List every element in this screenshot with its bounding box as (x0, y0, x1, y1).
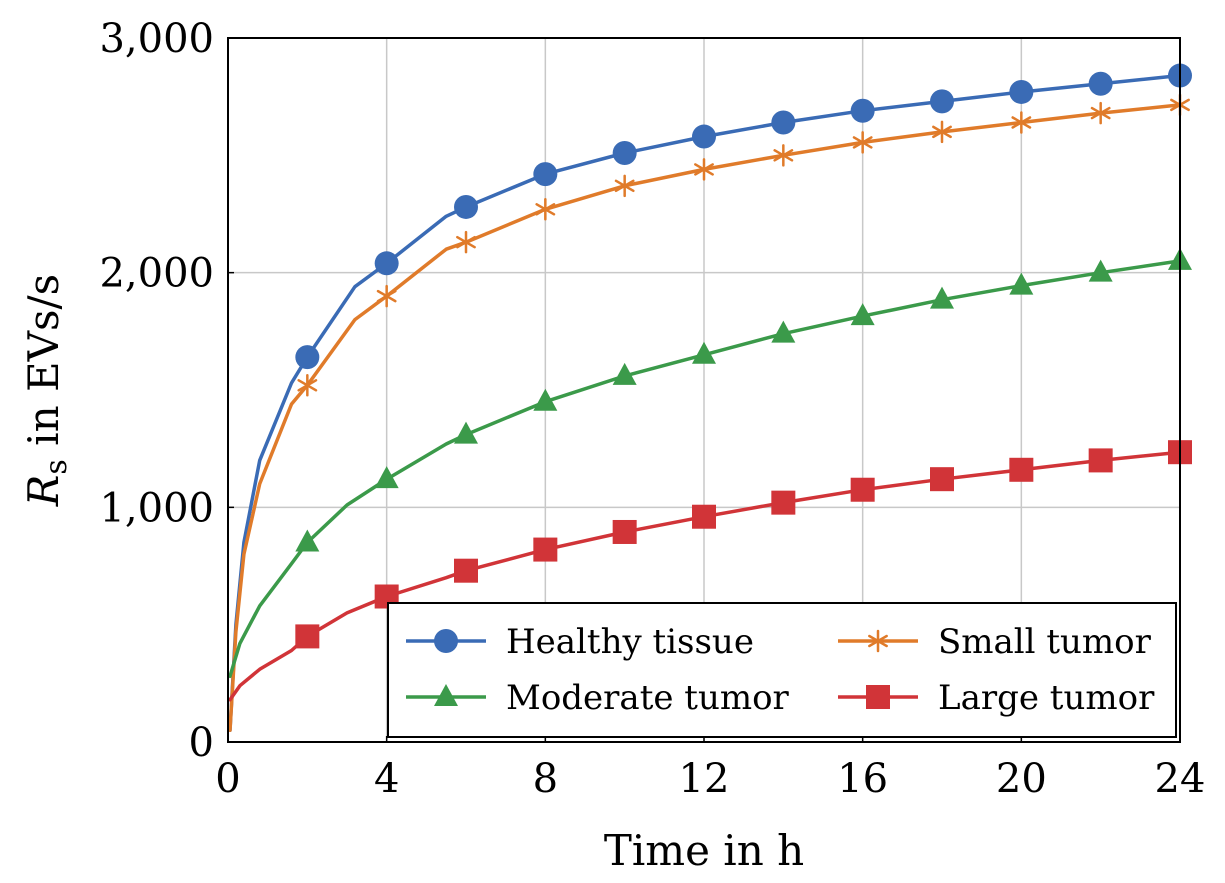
series-line (228, 259, 1182, 679)
legend-item: Moderate tumor (406, 678, 790, 718)
data-point (771, 490, 796, 515)
y-tick-label: 0 (189, 720, 214, 766)
data-point (852, 131, 873, 154)
data-point (850, 303, 875, 326)
y-axis-title-symbol: R (19, 475, 68, 508)
legend-box (387, 602, 1177, 738)
data-point (614, 174, 635, 198)
legend-item: Healthy tissue (406, 622, 754, 662)
legend-item: Large tumor (838, 678, 1155, 718)
data-point (456, 230, 476, 254)
y-tick-label: 3,000 (99, 16, 214, 62)
y-axis-title: Rs in EVs/s (19, 274, 74, 507)
data-point (454, 421, 478, 444)
legend-label: Moderate tumor (506, 678, 790, 718)
x-tick-label: 0 (215, 756, 240, 802)
data-point (773, 144, 794, 167)
data-point (930, 286, 954, 309)
data-point (374, 466, 399, 489)
series-healthy-tissue (228, 63, 1192, 733)
x-tick-label: 8 (533, 756, 558, 802)
data-point (1009, 272, 1034, 295)
data-point (930, 467, 954, 492)
y-tick-label: 2,000 (99, 251, 214, 297)
x-axis-title: Time in h (604, 826, 804, 875)
data-point (692, 124, 716, 149)
data-point (694, 158, 714, 181)
series-line (228, 450, 1182, 702)
legend-marker (434, 684, 458, 706)
y-axis-title-subscript: s (39, 459, 74, 474)
data-point (612, 140, 637, 165)
data-point (612, 362, 637, 385)
x-tick-label: 24 (1155, 756, 1206, 802)
legend-label: Small tumor (938, 622, 1152, 662)
legend-marker (866, 685, 890, 709)
data-point (850, 98, 875, 123)
tick-labels: 0 4 8 12 16 20 24 0 1,000 2,000 3,000 (99, 16, 1205, 802)
data-point (454, 194, 478, 219)
data-point (297, 374, 318, 397)
data-point (533, 162, 558, 187)
data-point (454, 558, 478, 583)
data-point (295, 345, 320, 370)
data-point (533, 537, 558, 562)
legend-marker (868, 629, 888, 653)
x-tick-label: 20 (996, 756, 1047, 802)
data-point (932, 120, 952, 144)
data-point (1088, 448, 1113, 473)
legend: Healthy tissue Small tumor Moderate tumor L… (387, 602, 1177, 738)
data-point (771, 110, 796, 135)
data-point (535, 198, 556, 221)
legend-label: Healthy tissue (506, 622, 754, 662)
legend-item: Small tumor (838, 622, 1152, 662)
legend-marker (434, 629, 458, 653)
data-point (692, 341, 716, 364)
x-tick-label: 16 (837, 756, 888, 802)
data-point (771, 320, 796, 343)
data-point (295, 529, 320, 552)
data-point (1088, 71, 1113, 96)
series-layer (228, 63, 1192, 733)
data-point (1088, 259, 1113, 282)
data-point (612, 519, 637, 544)
series-large-tumor (228, 440, 1192, 702)
data-point (376, 284, 397, 308)
data-point (1009, 79, 1034, 104)
data-point (533, 388, 558, 411)
legend-label: Large tumor (938, 678, 1155, 718)
y-axis-title-unit: in EVs/s (19, 274, 68, 459)
data-point (692, 504, 716, 529)
series-moderate-tumor (228, 247, 1192, 679)
data-point (295, 624, 320, 649)
series-small-tumor (228, 93, 1190, 733)
data-point (1009, 457, 1034, 482)
y-tick-label: 1,000 (99, 485, 214, 531)
x-tick-label: 4 (374, 756, 399, 802)
data-point (374, 251, 399, 276)
data-point (930, 89, 954, 114)
data-point (850, 477, 875, 502)
data-point (1090, 101, 1111, 125)
x-tick-label: 12 (679, 756, 730, 802)
data-point (1011, 111, 1032, 134)
